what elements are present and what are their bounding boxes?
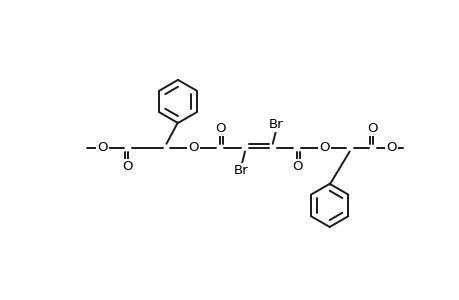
Text: O: O: [291, 160, 302, 173]
Text: O: O: [123, 160, 133, 172]
Text: O: O: [188, 141, 198, 154]
Text: O: O: [367, 122, 377, 135]
Text: O: O: [385, 141, 396, 154]
Text: O: O: [215, 122, 225, 135]
Text: Br: Br: [233, 164, 248, 177]
Text: Br: Br: [269, 118, 283, 131]
Text: O: O: [97, 141, 107, 154]
Text: O: O: [319, 141, 329, 154]
